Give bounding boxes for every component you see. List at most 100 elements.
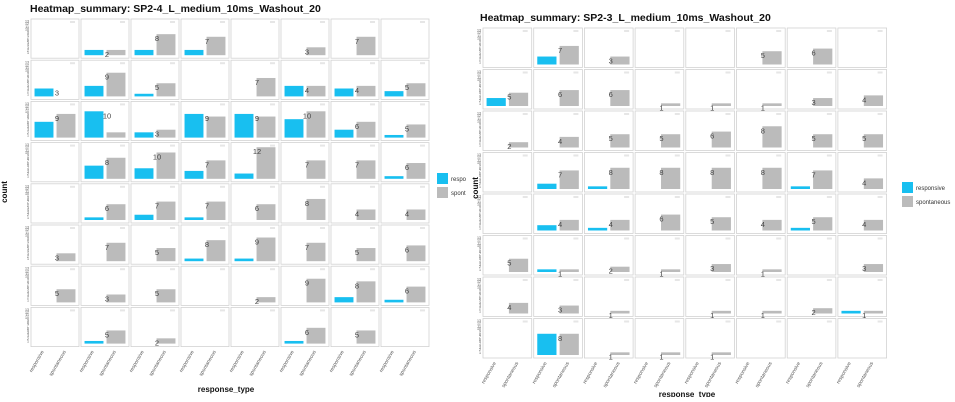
y-tick-label: 5	[27, 41, 29, 45]
y-tick-label: 9	[479, 247, 481, 251]
y-tick-label: 1	[479, 268, 481, 272]
bar-spontaneous	[406, 286, 426, 303]
y-tick-label: 13	[477, 70, 481, 74]
y-tick-label: 1	[27, 339, 29, 343]
y-tick-label: 13	[25, 267, 29, 271]
count-label: 2	[105, 50, 109, 59]
bar-spontaneous	[156, 34, 176, 56]
bar-spontaneous	[406, 124, 426, 138]
bar-spontaneous	[156, 152, 176, 179]
facet-panel-r8-c8	[837, 318, 888, 359]
x-tick-label: responsive	[78, 349, 95, 373]
facet-strip-mark	[624, 71, 630, 74]
facet-strip-mark	[370, 62, 375, 65]
count-label: 7	[558, 46, 562, 55]
count-label: 4	[609, 220, 613, 229]
facet-strip-mark	[674, 237, 680, 240]
y-tick-label: 4	[479, 301, 481, 305]
count-label: 8	[761, 168, 765, 177]
bar-spontaneous	[508, 302, 529, 314]
facet-panel-r5-c2: 6	[80, 183, 130, 224]
panel-frame	[736, 276, 786, 317]
y-tick-label: 11	[477, 75, 481, 79]
facet-panel-r8-c8	[380, 306, 430, 347]
bar-spontaneous	[106, 294, 126, 303]
facet-panel-r5-c7: 4	[330, 183, 380, 224]
bar-spontaneous	[106, 157, 126, 179]
y-tick-label: 10	[477, 161, 481, 165]
bar-spontaneous	[206, 36, 226, 56]
facet-strip-mark	[420, 268, 425, 271]
facet-strip-mark	[522, 30, 528, 32]
facet-panel-r6-c8: 3	[837, 235, 888, 276]
facet-panel-r4-c7: 7	[786, 152, 837, 193]
facet-panel-r3-c5: 6	[685, 110, 735, 151]
y-tick-label: 11	[477, 283, 481, 287]
x-tick-label: spontaneous	[805, 361, 825, 389]
y-tick-label: 13	[25, 20, 29, 24]
y-tick-label: 9	[27, 195, 29, 199]
facet-strip-mark	[70, 144, 75, 147]
panel-frame	[30, 18, 80, 59]
bar-spontaneous	[206, 240, 226, 262]
facet-strip-mark	[120, 21, 125, 23]
legend-label: responsive	[916, 186, 946, 192]
facet-strip-mark	[522, 113, 528, 115]
y-tick-label: 12	[25, 22, 29, 26]
facet-panel-r8-c2: 8	[533, 318, 583, 359]
facet-strip-mark	[120, 62, 125, 65]
facet-panel-r4-c4: 7	[180, 142, 230, 183]
y-tick-label: 3	[479, 304, 481, 308]
facet-panel-r8-c6: 6	[280, 306, 330, 347]
facet-panel-r8-c3: 1	[584, 318, 634, 361]
y-tick-label: 1	[27, 175, 29, 179]
facet-panel-r6-c2: 1	[533, 235, 583, 278]
y-tick-label: 4	[27, 332, 29, 336]
chart-panel-1: Heatmap_summary: SP2-4_L_medium_10ms_Was…	[0, 3, 467, 394]
y-tick-label: 2	[27, 131, 29, 135]
y-tick-label: 5	[479, 133, 481, 137]
y-tick-label: 10	[25, 275, 29, 279]
facet-strip-mark	[573, 71, 579, 74]
bar-spontaneous	[610, 56, 630, 65]
y-tick-label: 6	[479, 47, 481, 51]
y-tick-label: 8	[27, 280, 29, 284]
x-tick-label: spontaneous	[501, 361, 521, 389]
y-tick-label: 11	[25, 231, 29, 235]
count-label: 2	[255, 297, 259, 306]
y-tick-label: 11	[477, 117, 481, 121]
x-tick-label: spontaneous	[754, 361, 774, 389]
bar-response	[284, 85, 304, 97]
bar-spontaneous	[762, 219, 782, 231]
facet-panel-r1-c4: 7	[180, 18, 230, 59]
bar-response	[234, 113, 254, 138]
facet-panel-r6-c7	[786, 235, 837, 276]
bar-spontaneous	[356, 160, 376, 179]
bar-spontaneous	[813, 98, 833, 106]
y-tick-label: 12	[477, 156, 481, 160]
count-label: 9	[105, 73, 109, 82]
facet-panel-r6-c5: 9	[230, 224, 280, 265]
facet-panel-r1-c3: 3	[584, 27, 634, 68]
y-tick-label: 6	[27, 120, 29, 124]
y-tick-label: 7	[479, 252, 481, 256]
facet-strip-mark	[826, 71, 832, 74]
y-tick-label: 2	[479, 265, 481, 269]
count-label: 6	[558, 90, 562, 99]
y-tick-label: 9	[479, 81, 481, 85]
panel-frame	[533, 235, 583, 276]
y-tick-label: 11	[477, 158, 481, 162]
bar-response	[384, 299, 404, 303]
bar-spontaneous	[256, 116, 276, 138]
facet-panel-r2-c8: 4	[837, 69, 888, 110]
facet-strip-mark	[674, 154, 680, 157]
legend: respo spont	[437, 173, 467, 198]
facet-strip-mark	[725, 154, 731, 157]
bar-response	[537, 269, 557, 272]
bar-spontaneous	[863, 219, 884, 231]
y-tick-label: 6	[479, 338, 481, 342]
facet-strip-mark	[826, 279, 832, 281]
y-tick-label: 1	[27, 92, 29, 96]
facet-panel-r7-c2: 3	[533, 276, 583, 317]
x-tick-label: responsive	[531, 361, 548, 385]
